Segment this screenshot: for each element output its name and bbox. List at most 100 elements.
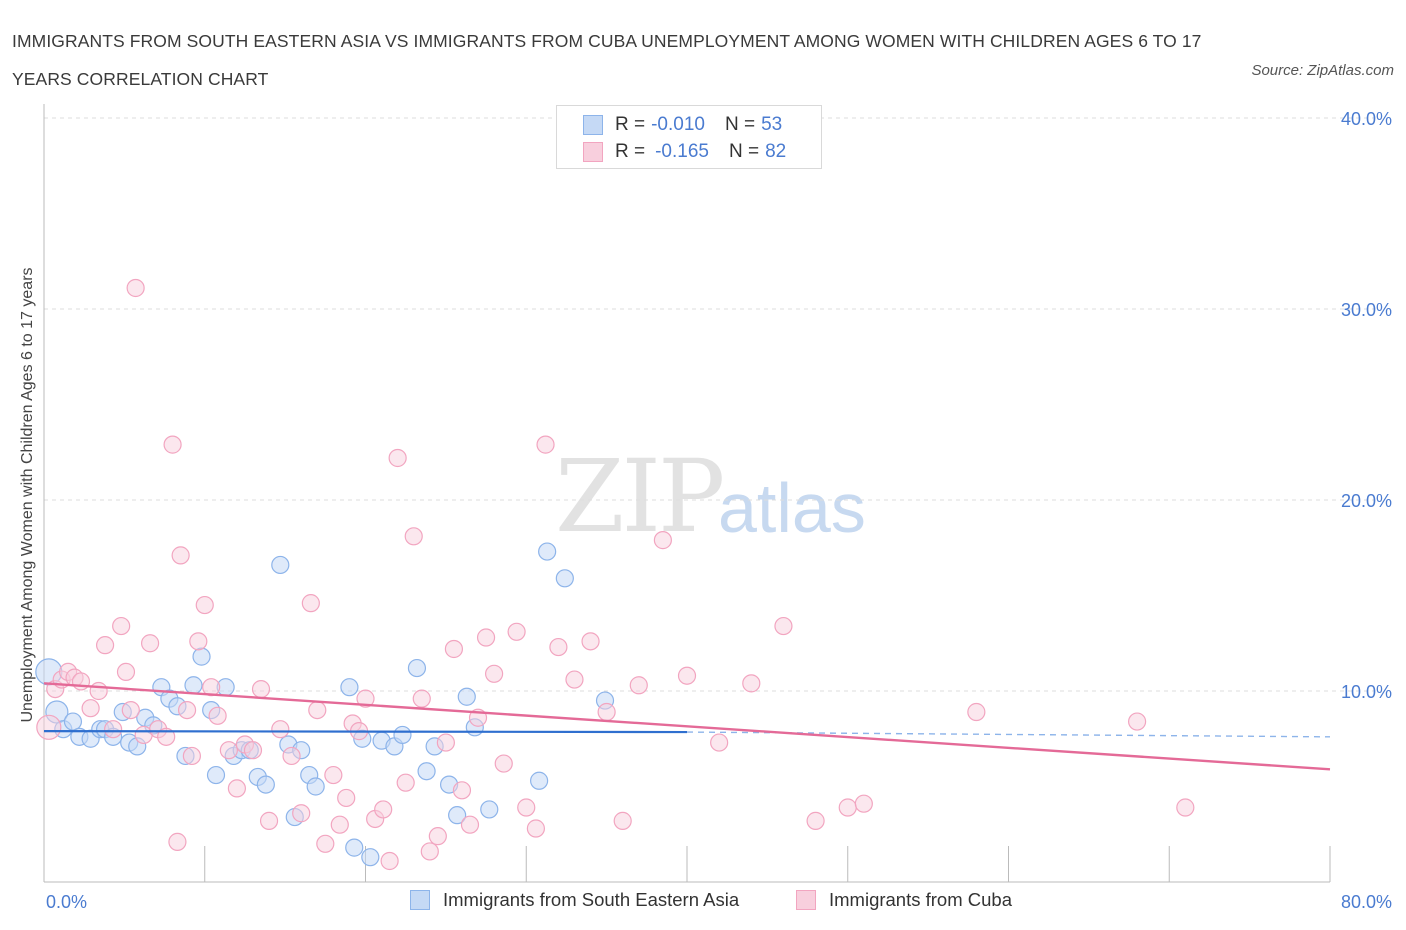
point-cuba (428, 827, 447, 846)
legend-r-label: R = (615, 114, 646, 135)
point-cuba (967, 702, 986, 722)
point-south-eastern-asia (271, 555, 290, 575)
point-cuba (251, 679, 271, 699)
point-cuba (168, 832, 187, 851)
point-cuba (838, 798, 857, 817)
y-tick-label: 10.0% (1341, 682, 1392, 702)
legend-label-cuba: Immigrants from Cuba (829, 889, 1012, 910)
point-south-eastern-asia (184, 676, 203, 695)
trend-line-south-eastern-asia-extrapolated (686, 731, 1331, 738)
legend-swatch-pink (796, 890, 816, 910)
point-cuba (89, 681, 108, 701)
point-cuba (677, 666, 697, 685)
point-cuba (494, 754, 513, 773)
point-cuba (388, 448, 407, 468)
point-south-eastern-asia (480, 800, 499, 819)
legend-r-value: -0.010 (651, 114, 705, 135)
point-south-eastern-asia (206, 765, 226, 785)
gridlines (44, 117, 1375, 692)
point-cuba (806, 811, 825, 830)
point-cuba (374, 800, 393, 819)
point-cuba (330, 815, 349, 834)
point-cuba (301, 594, 320, 613)
point-cuba (436, 733, 455, 752)
point-south-eastern-asia (417, 762, 436, 781)
point-cuba (854, 794, 873, 813)
point-cuba (581, 632, 600, 651)
source-label: Source: ZipAtlas.com (1251, 62, 1394, 79)
point-south-eastern-asia (538, 542, 557, 561)
point-cuba (710, 733, 729, 752)
point-cuba (208, 706, 227, 725)
point-south-eastern-asia (555, 569, 574, 588)
legend-row-south-eastern-asia: R = -0.010 N = 53 (583, 113, 782, 137)
point-cuba (653, 531, 672, 550)
point-south-eastern-asia (361, 848, 380, 867)
x-tick-label: 80.0% (1341, 892, 1392, 912)
point-south-eastern-asia (393, 725, 412, 745)
point-cuba (316, 834, 335, 853)
legend-swatch-pink (583, 142, 603, 162)
point-cuba (549, 637, 568, 657)
point-cuba (597, 702, 616, 722)
point-cuba (356, 689, 375, 708)
point-cuba (613, 811, 632, 830)
chart-title: IMMIGRANTS FROM SOUTH EASTERN ASIA VS IM… (12, 31, 1202, 89)
watermark-zip: ZIP (555, 438, 725, 555)
point-cuba (460, 815, 480, 834)
series-south-eastern-asia-points (35, 542, 615, 867)
point-cuba (140, 634, 160, 653)
point-cuba (282, 746, 301, 766)
point-south-eastern-asia (63, 712, 83, 731)
point-cuba (116, 662, 136, 682)
point-cuba (271, 720, 290, 739)
point-cuba (324, 765, 343, 785)
legend-n-label: N = (728, 141, 760, 162)
point-cuba (774, 616, 793, 636)
point-cuba (396, 773, 415, 792)
legend-row-cuba: R = -0.165 N = 82 (583, 140, 786, 164)
correlation-legend: R = -0.010 N = 53 R = -0.165 N = 82 (556, 105, 822, 169)
watermark-atlas: atlas (718, 469, 866, 547)
legend-r-label: R = (615, 141, 646, 162)
point-cuba (121, 700, 140, 720)
point-cuba (485, 664, 504, 683)
point-cuba (112, 616, 131, 636)
point-south-eastern-asia (407, 658, 427, 678)
point-cuba (36, 714, 62, 740)
point-cuba (412, 689, 431, 708)
point-cuba (526, 819, 545, 838)
trend-lines (43, 682, 1331, 771)
point-south-eastern-asia (448, 806, 467, 825)
axes (43, 104, 1331, 883)
tick-labels: 10.0% 20.0% 30.0% 40.0% 0.0% 80.0% (46, 109, 1392, 912)
legend-item-cuba: Immigrants from Cuba (796, 889, 1012, 911)
point-cuba (565, 670, 584, 689)
point-cuba (189, 632, 208, 651)
legend-item-south-eastern-asia: Immigrants from South Eastern Asia (410, 889, 739, 911)
point-cuba (81, 699, 100, 718)
legend-r-value: -0.165 (655, 141, 709, 162)
point-cuba (629, 676, 648, 695)
point-cuba (444, 639, 464, 659)
point-cuba (420, 842, 439, 861)
point-south-eastern-asia (530, 771, 549, 790)
y-tick-label: 20.0% (1341, 491, 1392, 511)
point-cuba (243, 741, 263, 760)
legend-label-south-eastern-asia: Immigrants from South Eastern Asia (443, 889, 740, 910)
point-cuba (195, 595, 214, 615)
legend-swatch-blue (410, 890, 430, 910)
trend-line-cuba (43, 682, 1331, 771)
legend-n-value: 82 (765, 141, 787, 162)
point-south-eastern-asia (256, 775, 275, 794)
point-cuba (452, 781, 472, 800)
point-cuba (337, 788, 356, 808)
point-cuba (476, 628, 496, 647)
y-tick-label: 30.0% (1341, 300, 1392, 320)
point-cuba (536, 435, 555, 454)
point-cuba (507, 622, 526, 641)
point-cuba (163, 435, 182, 454)
point-cuba (171, 546, 190, 565)
point-south-eastern-asia (457, 687, 476, 706)
point-cuba (259, 811, 279, 830)
